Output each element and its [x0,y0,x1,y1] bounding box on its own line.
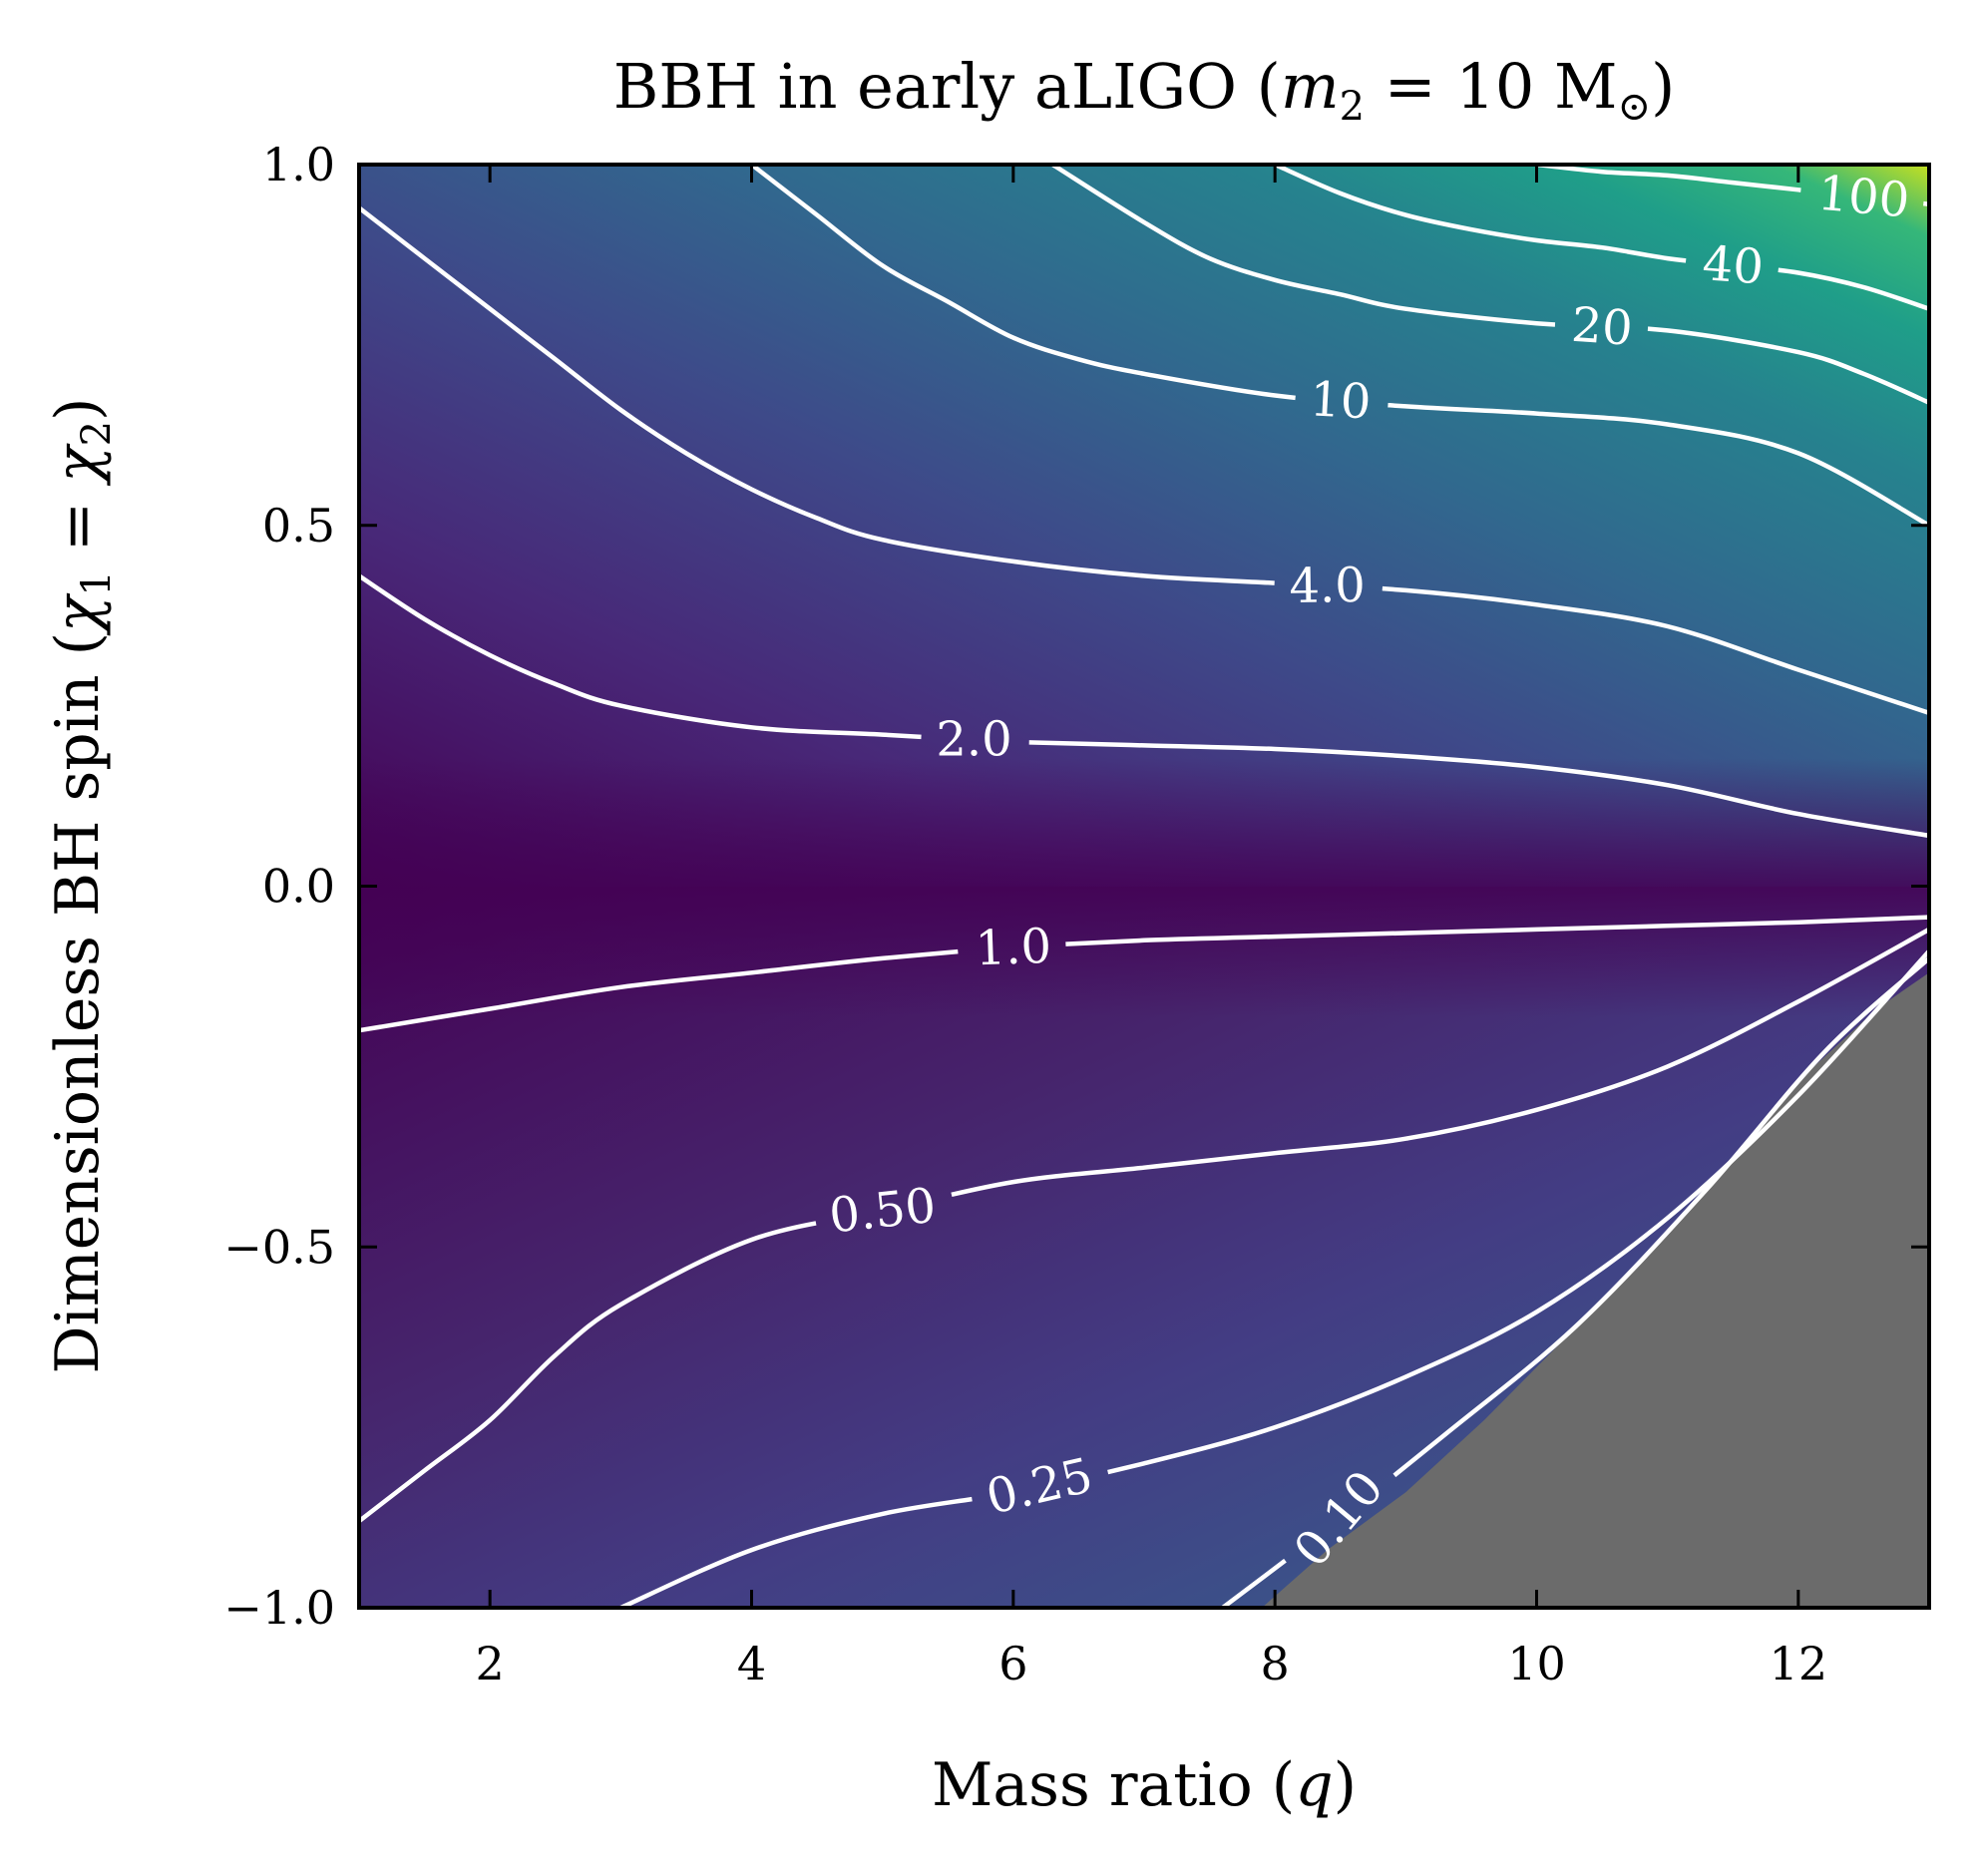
x-tick-label: 6 [998,1637,1027,1690]
contour-line-40 [1274,165,1929,311]
contour-label-0.50: 0.50 [827,1178,939,1245]
x-tick-label: 12 [1770,1637,1828,1690]
contour-label-4.0: 4.0 [1289,558,1366,614]
y-tick-label: 0.0 [262,860,335,914]
contour-line-0.10 [1221,956,1929,1608]
contour-label-2.0: 2.0 [936,712,1011,768]
x-tick-label: 10 [1507,1637,1566,1690]
chart-title: BBH in early aLIGO (m2 = 10 M⊙) [613,50,1676,130]
axis-ticks: 2 4 6 8 10 12 −1.0 −0.5 0.0 0.5 1.0 [223,138,1929,1690]
contour-label-10: 10 [1309,371,1373,430]
contour-label-group-100: 100 [1815,166,1911,229]
x-tick-label: 4 [737,1637,766,1690]
contour-lines [359,165,1929,1608]
contour-line-0.50 [359,927,1929,1523]
contour-label-20: 20 [1570,297,1635,357]
x-tick-label: 8 [1261,1637,1290,1690]
contour-line-1.0 [359,915,1929,1033]
contour-line-4.0 [359,205,1929,716]
contour-label-group-1.0: 1.0 [975,919,1052,977]
contour-line-20 [1051,165,1929,405]
contour-label-100: 100 [1815,166,1911,229]
y-axis-label: Dimensionless BH spin (χ1 = χ2) [43,398,120,1374]
x-tick-label: 2 [476,1637,505,1690]
contour-line-100 [1536,165,1929,207]
y-tick-label: −1.0 [223,1581,335,1635]
heatmap-center-band [359,758,1929,1017]
y-tick-label: 0.5 [262,499,335,553]
y-tick-label: 1.0 [262,138,335,191]
contour-line-2.0 [359,573,1929,839]
x-axis-label: Mass ratio (q) [932,1750,1357,1820]
y-tick-label: −0.5 [223,1220,335,1274]
contour-line-10 [750,165,1929,528]
contour-label-group-10: 10 [1309,371,1373,430]
contour-label-group-2.0: 2.0 [936,712,1011,768]
contour-line-0.25 [619,949,1929,1608]
contour-label-group-40: 40 [1701,235,1766,295]
contour-label-group-0.50: 0.50 [827,1178,939,1245]
contour-label-group-4.0: 4.0 [1289,558,1366,614]
contour-label-1.0: 1.0 [975,919,1052,977]
contour-label-40: 40 [1701,235,1766,295]
contour-label-group-20: 20 [1570,297,1635,357]
